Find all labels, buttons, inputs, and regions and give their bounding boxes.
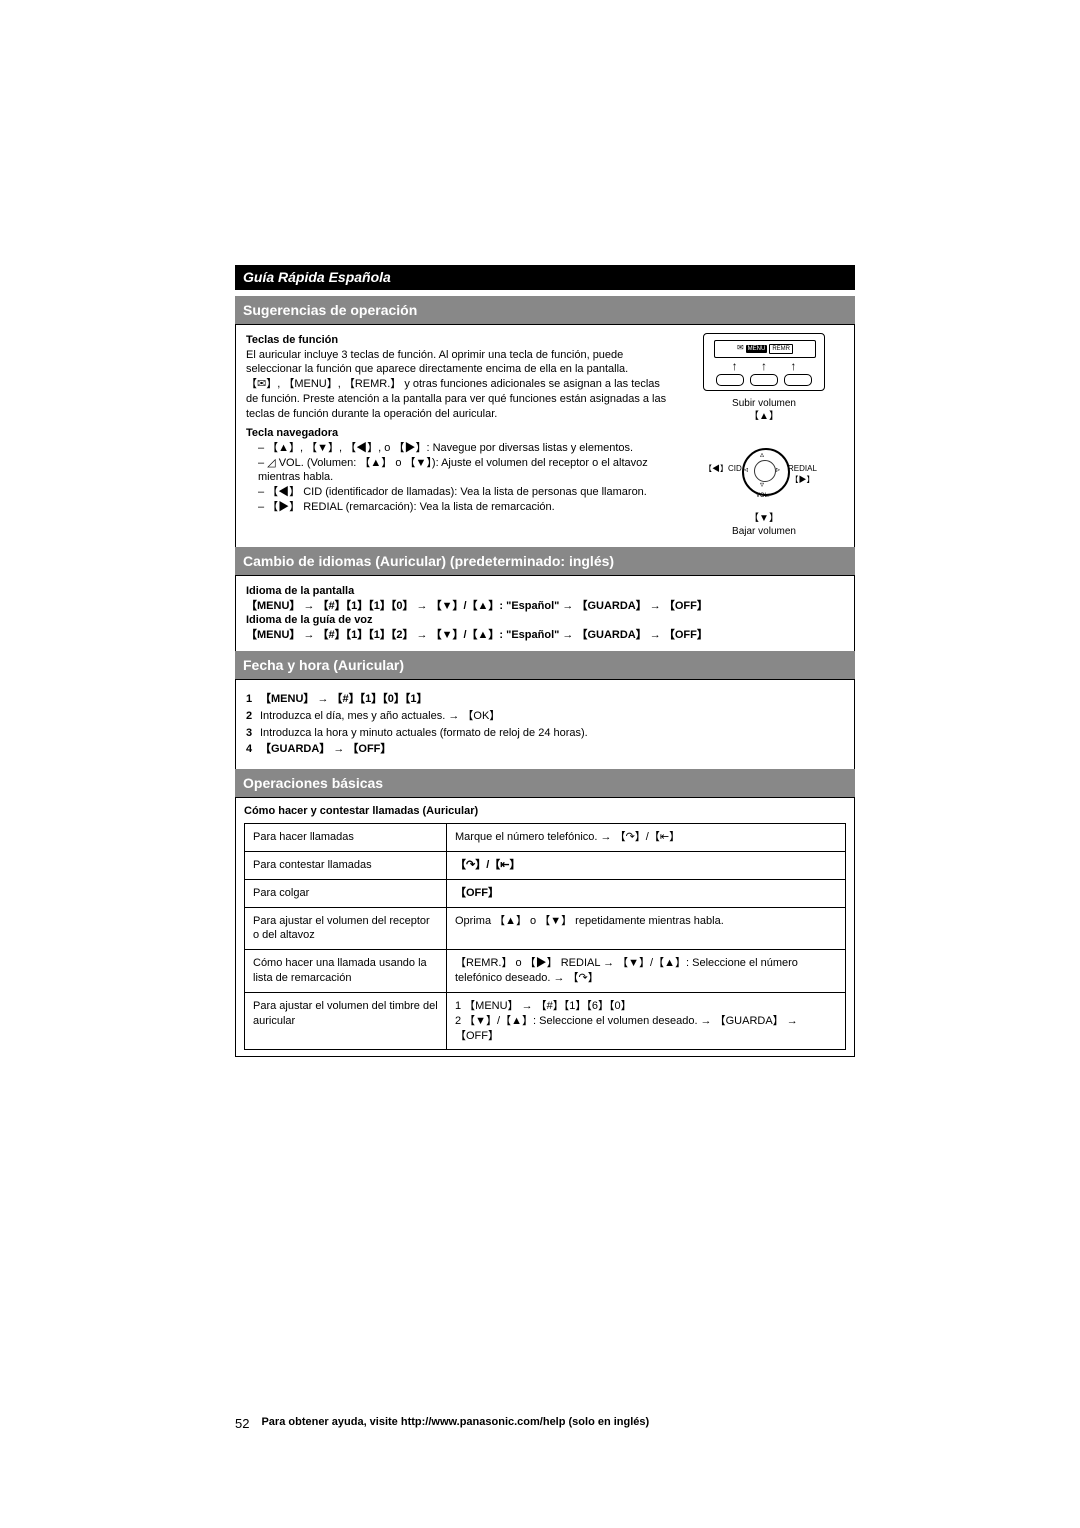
vol-up-key: 【▲】 bbox=[684, 410, 844, 424]
lang-voice-title: Idioma de la guía de voz bbox=[246, 613, 844, 628]
lang-display-title: Idioma de la pantalla bbox=[246, 584, 844, 599]
datetime-box: 1【MENU】 → 【#】【1】【0】【1】 2Introduzca el dí… bbox=[235, 679, 855, 770]
dt-step-1: 1【MENU】 → 【#】【1】【0】【1】 bbox=[246, 692, 844, 707]
teclas-title: Teclas de función bbox=[246, 333, 672, 348]
ops-title: Cómo hacer y contestar llamadas (Auricul… bbox=[244, 804, 846, 819]
nav-diagram: ▵ ▿ ◃ ▹ 【◀】CID REDIAL【▶】 VOL. bbox=[714, 430, 814, 510]
table-row: Para hacer llamadasMarque el número tele… bbox=[245, 824, 846, 852]
nav-item-1: – 【▲】, 【▼】, 【◀】, o 【▶】: Navegue por dive… bbox=[246, 441, 672, 456]
nav-item-4: – 【▶】 REDIAL (remarcación): Vea la lista… bbox=[246, 500, 672, 515]
table-row: Para contestar llamadas【↷】/【⇤】 bbox=[245, 851, 846, 879]
page-number: 52 bbox=[235, 1415, 249, 1433]
teclas-body2: 【✉】, 【MENU】, 【REMR.】 y otras funciones a… bbox=[246, 377, 672, 422]
lang-display-seq: 【MENU】 → 【#】【1】【1】【0】 → 【▼】/【▲】: "Españo… bbox=[246, 599, 844, 614]
nav-item-2: – ◿ VOL. (Volumen: 【▲】 o 【▼】): Ajuste el… bbox=[246, 456, 672, 486]
redial-label: REDIAL【▶】 bbox=[788, 464, 817, 486]
section-datetime: Fecha y hora (Auricular) bbox=[235, 651, 855, 680]
nav-title: Tecla navegadora bbox=[246, 426, 672, 441]
footer: 52 Para obtener ayuda, visite http://www… bbox=[235, 1415, 855, 1433]
vol-up-label: Subir volumen bbox=[684, 397, 844, 411]
section-tips: Sugerencias de operación bbox=[235, 296, 855, 325]
help-text: Para obtener ayuda, visite http://www.pa… bbox=[261, 1415, 649, 1433]
cid-label: 【◀】CID bbox=[704, 464, 742, 475]
guide-header: Guía Rápida Española bbox=[235, 265, 855, 290]
section-lang: Cambio de idiomas (Auricular) (predeterm… bbox=[235, 547, 855, 576]
dt-step-4: 4【GUARDA】 → 【OFF】 bbox=[246, 742, 844, 757]
teclas-body: El auricular incluye 3 teclas de función… bbox=[246, 348, 672, 378]
vol-down-label: Bajar volumen bbox=[684, 525, 844, 539]
phone-diagram: ✉ MENU REMR ↑↑↑ bbox=[703, 333, 825, 391]
lang-voice-seq: 【MENU】 → 【#】【1】【1】【2】 → 【▼】/【▲】: "Españo… bbox=[246, 628, 844, 643]
dt-step-3: 3Introduzca la hora y minuto actuales (f… bbox=[246, 726, 844, 741]
menu-tag: MENU bbox=[746, 345, 768, 353]
table-row: Para ajustar el volumen del receptor o d… bbox=[245, 907, 846, 950]
ops-table: Para hacer llamadasMarque el número tele… bbox=[244, 823, 846, 1050]
mail-icon: ✉ bbox=[737, 343, 744, 354]
table-row: Para ajustar el volumen del timbre del a… bbox=[245, 992, 846, 1050]
remr-tag: REMR bbox=[769, 344, 793, 354]
nav-item-3: – 【◀】 CID (identificador de llamadas): V… bbox=[246, 485, 672, 500]
table-row: Para colgar【OFF】 bbox=[245, 879, 846, 907]
table-row: Cómo hacer una llamada usando la lista d… bbox=[245, 950, 846, 993]
section-ops: Operaciones básicas bbox=[235, 769, 855, 798]
lang-box: Idioma de la pantalla 【MENU】 → 【#】【1】【1】… bbox=[235, 575, 855, 652]
ops-box: Cómo hacer y contestar llamadas (Auricul… bbox=[235, 797, 855, 1057]
dt-step-2: 2Introduzca el día, mes y año actuales. … bbox=[246, 709, 844, 724]
tips-box: Teclas de función El auricular incluye 3… bbox=[235, 324, 855, 548]
vol-down-key: 【▼】 bbox=[684, 512, 844, 526]
